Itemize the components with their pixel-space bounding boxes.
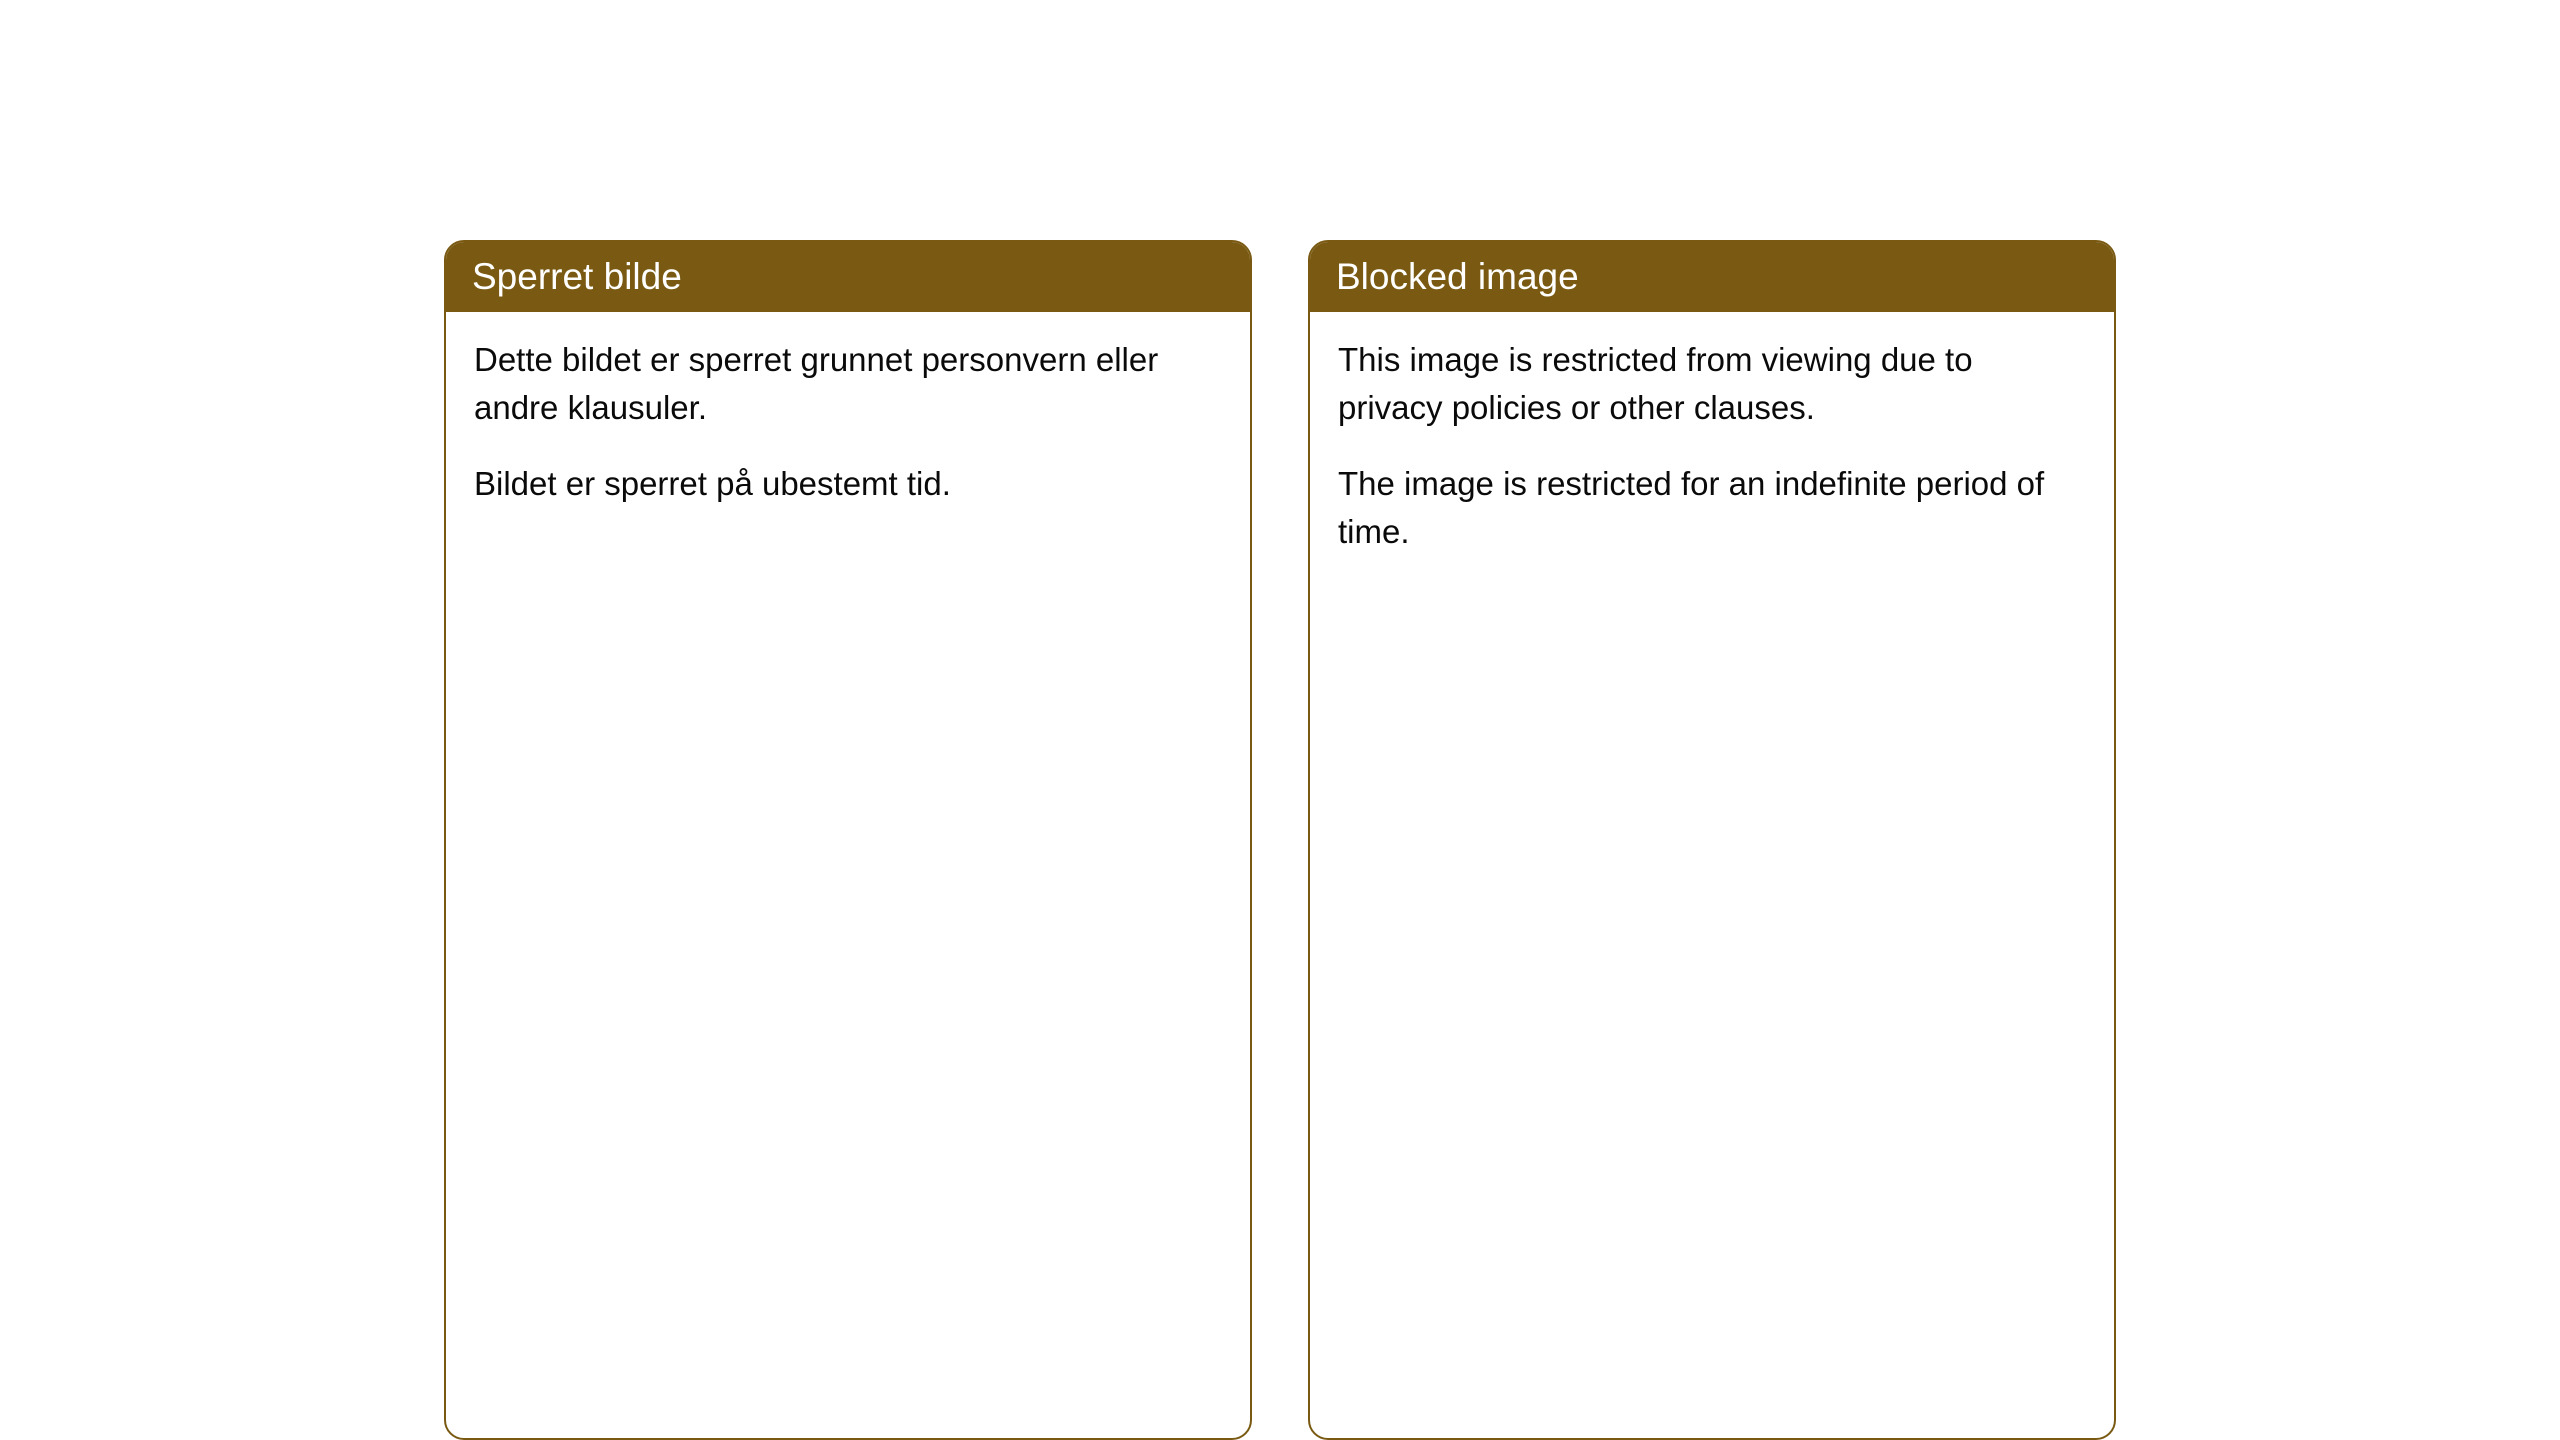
card-title: Sperret bilde xyxy=(472,256,682,297)
card-norwegian: Sperret bilde Dette bildet er sperret gr… xyxy=(444,240,1252,1440)
card-paragraph: This image is restricted from viewing du… xyxy=(1338,336,2086,432)
card-header-norwegian: Sperret bilde xyxy=(446,242,1250,312)
card-body-english: This image is restricted from viewing du… xyxy=(1310,312,2114,595)
card-paragraph: Dette bildet er sperret grunnet personve… xyxy=(474,336,1222,432)
card-paragraph: The image is restricted for an indefinit… xyxy=(1338,460,2086,556)
card-header-english: Blocked image xyxy=(1310,242,2114,312)
card-english: Blocked image This image is restricted f… xyxy=(1308,240,2116,1440)
cards-container: Sperret bilde Dette bildet er sperret gr… xyxy=(444,240,2116,1440)
card-body-norwegian: Dette bildet er sperret grunnet personve… xyxy=(446,312,1250,548)
card-title: Blocked image xyxy=(1336,256,1579,297)
card-paragraph: Bildet er sperret på ubestemt tid. xyxy=(474,460,1222,508)
